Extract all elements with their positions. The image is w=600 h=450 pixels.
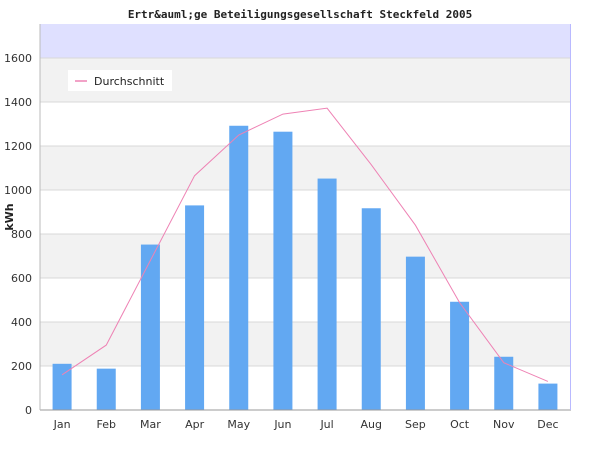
x-tick-label: Dec bbox=[537, 418, 558, 431]
x-tick-labels: Jan Feb Mar Apr May Jun Jul Aug Sep Oct Nov Dec bbox=[53, 418, 559, 431]
plot-bands bbox=[40, 58, 570, 410]
average-line bbox=[61, 107, 549, 382]
legend: Durchschnitt bbox=[68, 70, 172, 91]
y-tick-labels: 0 200 400 600 800 1000 1200 1400 1600 bbox=[4, 52, 32, 417]
y-tick-label: 1400 bbox=[4, 96, 32, 109]
legend-label: Durchschnitt bbox=[94, 75, 165, 88]
plot-band bbox=[40, 146, 570, 190]
bar bbox=[538, 383, 558, 410]
y-tick-label: 600 bbox=[11, 272, 32, 285]
bar bbox=[140, 244, 160, 410]
bar bbox=[361, 208, 381, 410]
plot-band bbox=[40, 322, 570, 366]
y-axis-label: kWh bbox=[3, 203, 16, 230]
y-tick-label: 200 bbox=[11, 360, 32, 373]
y-tick-label: 1000 bbox=[4, 184, 32, 197]
x-tick-label: Feb bbox=[97, 418, 116, 431]
plot-band bbox=[40, 278, 570, 322]
x-tick-label: Jul bbox=[319, 418, 333, 431]
bar bbox=[317, 178, 337, 410]
x-tick-label: Mar bbox=[140, 418, 161, 431]
x-tick-label: Aug bbox=[361, 418, 382, 431]
x-tick-label: May bbox=[227, 418, 250, 431]
y-tick-label: 400 bbox=[11, 316, 32, 329]
plot-band bbox=[40, 190, 570, 234]
top-band bbox=[40, 24, 570, 58]
x-tick-label: Nov bbox=[493, 418, 515, 431]
x-tick-label: Oct bbox=[450, 418, 470, 431]
plot-band bbox=[40, 234, 570, 278]
bar bbox=[185, 205, 205, 410]
chart-title: Ertr&auml;ge Beteiligungsgesellschaft St… bbox=[128, 8, 472, 21]
bar bbox=[494, 356, 514, 410]
y-tick-label: 1600 bbox=[4, 52, 32, 65]
x-tick-label: Jun bbox=[273, 418, 291, 431]
y-tick-label: 0 bbox=[25, 404, 32, 417]
bar bbox=[450, 301, 470, 410]
bar bbox=[273, 131, 293, 410]
bar bbox=[52, 363, 72, 410]
bar bbox=[229, 125, 249, 410]
x-tick-label: Jan bbox=[53, 418, 71, 431]
y-tick-label: 1200 bbox=[4, 140, 32, 153]
x-tick-label: Apr bbox=[185, 418, 205, 431]
y-tick-label: 800 bbox=[11, 228, 32, 241]
plot-band bbox=[40, 366, 570, 410]
x-tick-label: Sep bbox=[405, 418, 426, 431]
bars bbox=[52, 125, 558, 410]
bar bbox=[96, 368, 116, 410]
plot-band bbox=[40, 102, 570, 146]
bar bbox=[405, 256, 425, 410]
legend-box bbox=[68, 70, 172, 91]
